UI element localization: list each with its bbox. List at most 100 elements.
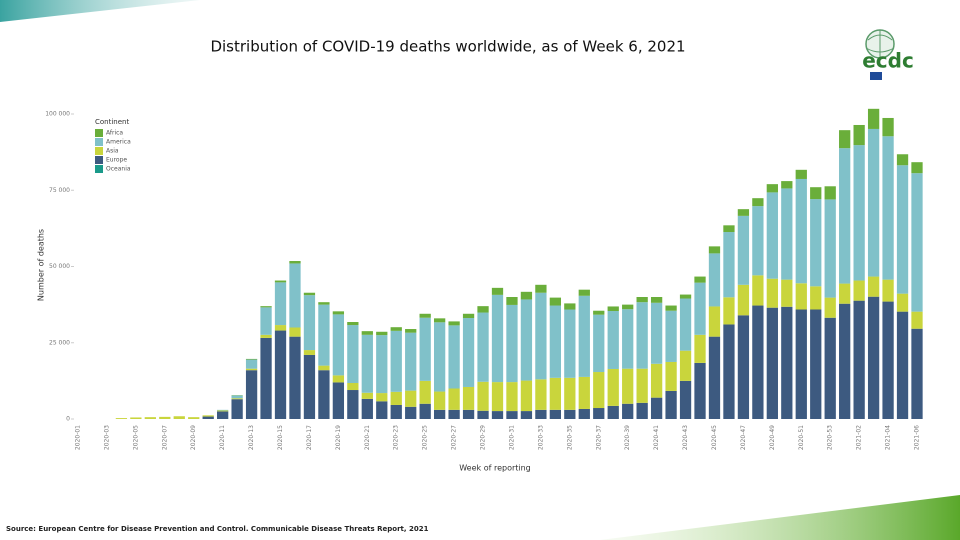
x-tick-label: 2020-49 (769, 425, 776, 450)
bar-segment (245, 370, 258, 419)
bar-segment (853, 124, 865, 146)
bar-segment (520, 380, 533, 412)
bar-segment (419, 317, 431, 381)
bar-segment (708, 336, 721, 419)
x-tick-label: 2020-23 (393, 425, 400, 450)
bar-segment (289, 261, 301, 264)
bar-segment (708, 246, 721, 254)
bar-segment (650, 297, 663, 303)
bar-segment (896, 293, 909, 312)
bar-segment (303, 295, 316, 351)
x-tick-label: 2020-37 (595, 425, 602, 450)
bar-segment (781, 188, 793, 280)
bar-segment (376, 335, 388, 394)
bar-segment (462, 318, 475, 387)
bar-segment (766, 307, 778, 419)
bar-segment (564, 377, 576, 410)
bar-segment (665, 361, 677, 391)
bar-segment (824, 297, 836, 318)
bar-segment (896, 154, 909, 166)
bar-segment (853, 300, 865, 419)
bar-segment (723, 324, 735, 419)
bar-segment (679, 350, 692, 381)
bar-segment (882, 117, 894, 137)
logo-text: ecdc (862, 49, 914, 73)
bar-segment (578, 376, 590, 409)
bar-segment (636, 368, 648, 403)
bar-segment (882, 279, 894, 302)
bar-segment (289, 336, 301, 419)
chart-title: Distribution of COVID-19 deaths worldwid… (210, 38, 685, 56)
bar-segment (390, 327, 402, 331)
bar-segment (650, 302, 663, 364)
bar-segment (781, 181, 793, 189)
bar-segment (202, 415, 214, 417)
x-tick-label: 2020-41 (653, 425, 660, 450)
bar-segment (289, 327, 301, 337)
bar-segment (795, 283, 807, 310)
bar-segment (535, 284, 547, 293)
legend-swatch (95, 138, 103, 146)
bar-segment (332, 382, 345, 419)
y-tick-label: 75 000 (49, 187, 70, 194)
x-tick-label: 2020-29 (480, 425, 487, 450)
x-tick-label: 2020-11 (219, 425, 226, 450)
legend-swatch (95, 165, 103, 173)
bar-segment (535, 409, 547, 419)
x-tick-label: 2020-47 (740, 425, 747, 450)
bar-segment (723, 297, 735, 325)
bar-segment (361, 392, 373, 399)
bar-segment (694, 276, 706, 283)
bar-segment (564, 409, 576, 419)
bar-segment (448, 321, 460, 326)
bar-segment (347, 325, 359, 384)
legend-label: Africa (106, 130, 123, 137)
bar-segment (593, 372, 605, 409)
x-tick-label: 2020-33 (537, 425, 544, 450)
bar-segment (506, 382, 518, 412)
bar-segment (781, 306, 793, 419)
bar-segment (231, 399, 243, 419)
bar-segment (448, 409, 460, 419)
bar-segment (752, 305, 764, 419)
bar-segment (130, 417, 142, 419)
bar-segment (433, 391, 446, 410)
bar-segment (810, 309, 822, 419)
bar-segment (665, 390, 677, 419)
bar-segment (231, 398, 243, 400)
bar-segment (520, 411, 533, 419)
bar-segment (636, 297, 648, 303)
bar-segment (462, 386, 475, 410)
bar-segment (810, 286, 822, 310)
bar-segment (867, 276, 880, 297)
legend-title: Continent (95, 118, 129, 126)
bar-segment (911, 173, 923, 312)
bar-segment (173, 416, 185, 419)
bar-segment (144, 417, 156, 419)
bar-segment (737, 209, 750, 216)
x-tick-label: 2020-39 (624, 425, 631, 450)
bar-segment (867, 296, 880, 419)
bar-segment (911, 311, 923, 329)
bar-segment (448, 388, 460, 410)
bar-segment (217, 411, 229, 419)
bar-segment (795, 309, 807, 419)
bar-segment (564, 303, 576, 310)
bar-segment (665, 305, 677, 311)
bar-segment (405, 332, 417, 391)
x-tick-label: 2020-51 (798, 425, 805, 450)
bar-segment (347, 322, 359, 326)
bar-segment (347, 390, 359, 419)
bar-segment (376, 331, 388, 336)
logo: ecdc (862, 29, 914, 80)
bar-segment (752, 275, 764, 306)
bar-segment (694, 282, 706, 335)
bar-segment (549, 305, 562, 378)
x-tick-label: 2020-27 (451, 425, 458, 450)
bar-segment (332, 314, 345, 376)
bar-segment (376, 393, 388, 402)
bar-segment (839, 148, 851, 284)
bar-segment (723, 232, 735, 298)
bar-segment (665, 310, 677, 362)
bar-segment (708, 253, 721, 307)
